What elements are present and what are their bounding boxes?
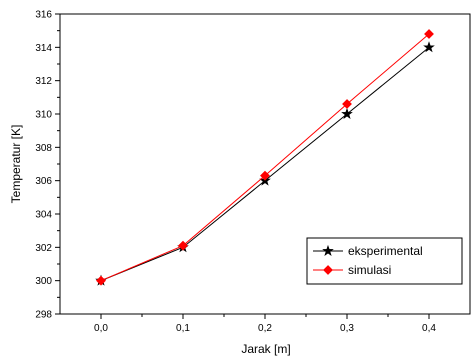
legend-label: eksperimental xyxy=(348,244,423,258)
series-layer xyxy=(95,29,435,286)
legend-marker xyxy=(322,244,334,256)
data-point xyxy=(178,240,188,251)
legend-box xyxy=(306,237,463,285)
y-tick-label: 304 xyxy=(35,210,52,221)
legend: eksperimental simulasi xyxy=(306,237,463,285)
y-tick-label: 298 xyxy=(35,310,52,321)
x-axis: 0,0 0,1 0,2 0,3 0,4 xyxy=(94,314,436,334)
data-point xyxy=(96,275,106,286)
y-axis: 298 300 302 304 306 308 310 312 314 316 xyxy=(35,10,60,321)
y-tick-label: 316 xyxy=(35,10,52,21)
y-tick-label: 314 xyxy=(35,43,52,54)
y-tick-label: 310 xyxy=(35,110,52,121)
x-tick-label: 0,2 xyxy=(258,323,272,334)
y-tick-label: 308 xyxy=(35,143,52,154)
legend-entry: eksperimental xyxy=(313,244,423,258)
data-point xyxy=(424,29,434,39)
legend-label: simulasi xyxy=(348,263,391,277)
y-tick-label: 300 xyxy=(35,276,52,287)
data-point xyxy=(423,41,435,53)
series-simulasi xyxy=(96,29,434,286)
x-tick-label: 0,3 xyxy=(340,323,354,334)
y-axis-title: Temperatur [K] xyxy=(9,125,23,204)
x-tick-label: 0,0 xyxy=(94,323,108,334)
legend-entry: simulasi xyxy=(313,263,391,277)
data-point xyxy=(342,99,352,109)
data-point xyxy=(260,170,270,181)
y-tick-label: 302 xyxy=(35,243,52,254)
data-point xyxy=(341,107,353,119)
x-axis-title: Jarak [m] xyxy=(241,342,290,356)
legend-marker xyxy=(323,265,333,275)
x-tick-label: 0,4 xyxy=(422,323,436,334)
x-tick-label: 0,1 xyxy=(176,323,190,334)
y-tick-label: 306 xyxy=(35,176,52,187)
y-tick-label: 312 xyxy=(35,76,52,87)
